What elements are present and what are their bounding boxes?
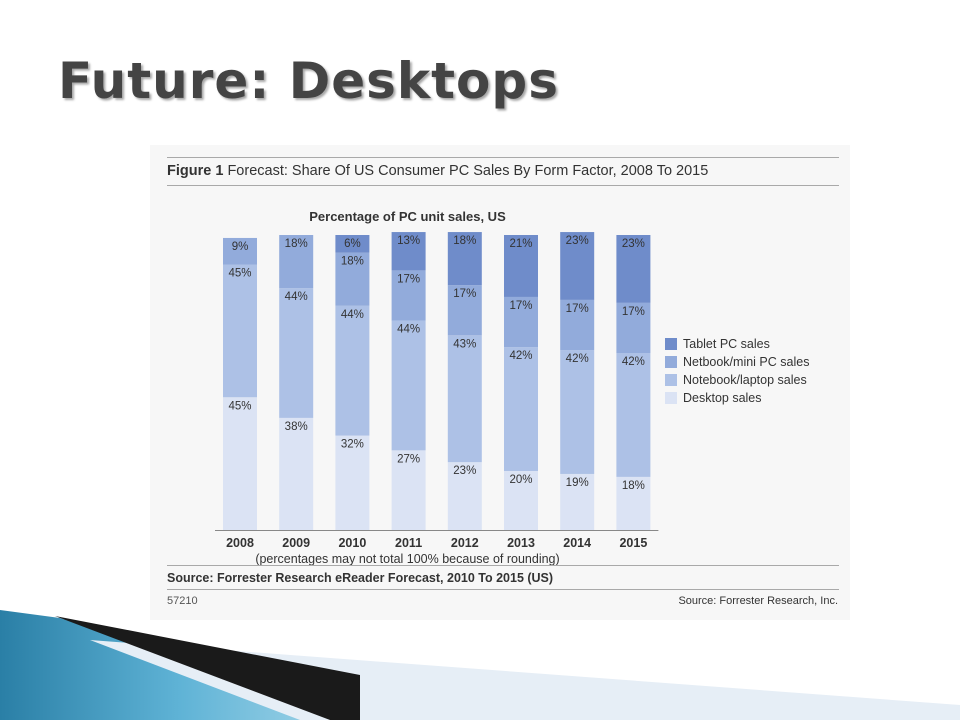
bar-netbook-mini-pc-sales-2011 — [391, 270, 426, 321]
figure-rule-source — [167, 589, 839, 590]
bar-netbook-mini-pc-sales-2010 — [335, 252, 370, 306]
legend-label-tablet: Tablet PC sales — [683, 337, 770, 351]
data-label-notebook-laptop-sales-2012: 43% — [453, 338, 476, 350]
legend-label-netbook: Netbook/mini PC sales — [683, 355, 810, 369]
data-label-desktop-sales-2013: 20% — [509, 474, 532, 486]
bar-netbook-mini-pc-sales-2013 — [504, 296, 538, 348]
data-label-netbook-mini-pc-sales-2011: 17% — [397, 273, 420, 285]
figure-rule-note — [167, 565, 839, 566]
x-tick-label-2013: 2013 — [507, 536, 535, 550]
data-label-netbook-mini-pc-sales-2015: 17% — [622, 306, 645, 318]
figure-title: Forecast: Share Of US Consumer PC Sales … — [227, 163, 709, 179]
data-label-netbook-mini-pc-sales-2013: 17% — [509, 300, 532, 312]
source-main: Source: Forrester Research eReader Forec… — [167, 571, 554, 585]
data-label-notebook-laptop-sales-2014: 42% — [566, 353, 589, 365]
rounding-note: (percentages may not total 100% because … — [255, 552, 560, 566]
bar-netbook-mini-pc-sales-2012 — [447, 285, 482, 336]
figure-card: Figure 1 Forecast: Share Of US Consumer … — [150, 145, 850, 620]
legend-swatch-notebook — [665, 374, 677, 386]
data-label-tablet-pc-sales-2015: 23% — [622, 238, 645, 250]
chart-legend: Tablet PC sales Netbook/mini PC sales No… — [665, 335, 809, 407]
legend-item-netbook: Netbook/mini PC sales — [665, 353, 809, 371]
data-label-desktop-sales-2012: 23% — [453, 465, 476, 477]
bar-desktop-sales-2013 — [504, 471, 538, 530]
data-label-desktop-sales-2015: 18% — [622, 480, 645, 492]
stacked-bar-chart: 45% 45% 9% 2008 38% 44% 18% 2009 32% 44% 18% 6% 2010… — [215, 232, 659, 550]
bar-netbook-mini-pc-sales-2008 — [223, 237, 257, 265]
bar-desktop-sales-2014 — [560, 473, 595, 530]
bar-tablet-pc-sales-2011 — [391, 232, 426, 271]
ribbon-black — [55, 616, 360, 720]
bar-tablet-pc-sales-2010 — [335, 235, 370, 253]
bar-desktop-sales-2010 — [335, 435, 370, 530]
x-tick-label-2014: 2014 — [563, 536, 591, 550]
legend-swatch-netbook — [665, 356, 677, 368]
data-label-notebook-laptop-sales-2011: 44% — [397, 324, 420, 336]
data-label-notebook-laptop-sales-2008: 45% — [228, 268, 251, 280]
bar-tablet-pc-sales-2013 — [504, 235, 538, 297]
data-label-netbook-mini-pc-sales-2012: 17% — [453, 288, 476, 300]
figure-id: 57210 — [167, 595, 198, 607]
legend-item-desktop: Desktop sales — [665, 389, 809, 407]
x-tick-label-2010: 2010 — [338, 536, 366, 550]
bar-notebook-laptop-sales-2009 — [279, 288, 314, 418]
data-label-notebook-laptop-sales-2015: 42% — [622, 356, 645, 368]
legend-label-desktop: Desktop sales — [683, 391, 762, 405]
bar-notebook-laptop-sales-2015 — [616, 353, 651, 477]
figure-rule-top — [167, 157, 839, 158]
data-label-tablet-pc-sales-2014: 23% — [566, 235, 589, 247]
bar-desktop-sales-2008 — [223, 397, 257, 530]
data-label-desktop-sales-2008: 45% — [228, 400, 251, 412]
data-label-desktop-sales-2014: 19% — [566, 477, 589, 489]
bar-desktop-sales-2012 — [447, 462, 482, 530]
x-tick-label-2015: 2015 — [619, 536, 647, 550]
bar-desktop-sales-2009 — [279, 417, 314, 530]
data-label-netbook-mini-pc-sales-2008: 9% — [232, 241, 249, 253]
x-tick-label-2008: 2008 — [226, 536, 254, 550]
figure-label: Figure 1 — [167, 163, 224, 179]
figure-rule-title — [167, 185, 839, 186]
bar-netbook-mini-pc-sales-2015 — [616, 302, 651, 353]
chart-title: Percentage of PC unit sales, US — [309, 209, 506, 224]
legend-swatch-tablet — [665, 338, 677, 350]
bar-tablet-pc-sales-2015 — [616, 235, 651, 303]
legend-swatch-desktop — [665, 392, 677, 404]
legend-item-tablet: Tablet PC sales — [665, 335, 809, 353]
data-label-netbook-mini-pc-sales-2014: 17% — [566, 303, 589, 315]
x-tick-label-2012: 2012 — [451, 536, 479, 550]
bar-netbook-mini-pc-sales-2009 — [279, 235, 314, 289]
legend-label-notebook: Notebook/laptop sales — [683, 373, 807, 387]
data-label-tablet-pc-sales-2012: 18% — [453, 235, 476, 247]
data-label-tablet-pc-sales-2010: 6% — [344, 238, 361, 250]
bar-netbook-mini-pc-sales-2014 — [560, 299, 595, 351]
data-label-tablet-pc-sales-2013: 21% — [509, 238, 532, 250]
bar-tablet-pc-sales-2014 — [560, 232, 595, 300]
data-label-desktop-sales-2011: 27% — [397, 453, 420, 465]
x-tick-label-2009: 2009 — [282, 536, 310, 550]
data-label-netbook-mini-pc-sales-2009: 18% — [285, 238, 308, 250]
data-label-notebook-laptop-sales-2013: 42% — [509, 350, 532, 362]
data-label-notebook-laptop-sales-2009: 44% — [285, 291, 308, 303]
slide-title: Future: Desktops — [58, 52, 559, 110]
legend-item-notebook: Notebook/laptop sales — [665, 371, 809, 389]
bar-notebook-laptop-sales-2010 — [335, 305, 370, 436]
bar-notebook-laptop-sales-2008 — [223, 264, 257, 398]
bar-notebook-laptop-sales-2012 — [447, 335, 482, 463]
x-tick-label-2011: 2011 — [395, 536, 422, 550]
data-label-netbook-mini-pc-sales-2010: 18% — [341, 256, 364, 268]
source-right: Source: Forrester Research, Inc. — [678, 595, 838, 607]
data-label-desktop-sales-2010: 32% — [341, 439, 364, 451]
bar-desktop-sales-2015 — [616, 476, 651, 530]
bar-tablet-pc-sales-2012 — [447, 232, 482, 286]
bar-notebook-laptop-sales-2011 — [391, 320, 426, 451]
bar-notebook-laptop-sales-2013 — [504, 347, 538, 471]
data-label-notebook-laptop-sales-2010: 44% — [341, 309, 364, 321]
data-label-tablet-pc-sales-2011: 13% — [397, 235, 420, 247]
bar-notebook-laptop-sales-2014 — [560, 350, 595, 474]
figure-title-line: Figure 1 Forecast: Share Of US Consumer … — [167, 163, 708, 179]
bar-desktop-sales-2011 — [391, 450, 426, 530]
data-label-desktop-sales-2009: 38% — [285, 421, 308, 433]
